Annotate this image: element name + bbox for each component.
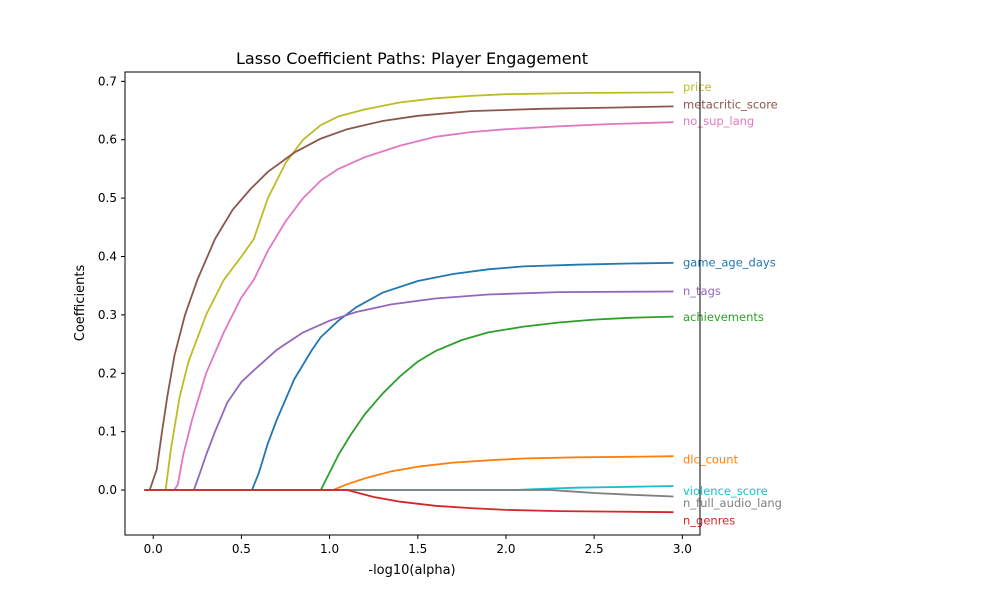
plot-frame: [124, 71, 701, 536]
series-line-no-sup-lang: [144, 121, 674, 491]
series-label-n-full-audio-lang: n_full_audio_lang: [683, 496, 782, 510]
series-line-n-full-audio-lang: [144, 489, 674, 498]
x-tick-label: 1.0: [320, 542, 339, 556]
series-line-n-tags: [144, 290, 674, 491]
series-line-n-genres: [144, 489, 674, 514]
y-tick-label: 0.1: [98, 425, 117, 439]
series-line-game-age-days: [144, 262, 674, 491]
y-tick-label: 0.6: [98, 133, 117, 147]
x-axis-label: -log10(alpha): [368, 563, 455, 578]
y-tick-label: 0.7: [98, 74, 117, 88]
series-label-price: price: [683, 80, 712, 94]
y-tick-label: 0.0: [98, 483, 117, 497]
x-tick-label: 0.0: [144, 542, 163, 556]
series-line-achievements: [144, 315, 674, 491]
x-tick-label: 1.5: [408, 542, 427, 556]
x-tick-label: 0.5: [232, 542, 251, 556]
series-label-game-age-days: game_age_days: [683, 255, 776, 269]
series-line-metacritic-score: [144, 105, 674, 491]
series-label-achievements: achievements: [683, 310, 764, 324]
y-axis-label: Coefficients: [73, 265, 88, 342]
series-lines: [144, 91, 674, 514]
y-tick-label: 0.2: [98, 366, 117, 380]
y-tick-label: 0.3: [98, 308, 117, 322]
series-line-price: [144, 91, 674, 491]
x-tick-label: 2.0: [496, 542, 515, 556]
series-line-dlc-count: [144, 455, 674, 491]
series-label-no-sup-lang: no_sup_lang: [683, 114, 754, 128]
y-tick-label: 0.5: [98, 191, 117, 205]
x-tick-label: 2.5: [585, 542, 604, 556]
series-label-metacritic-score: metacritic_score: [683, 98, 778, 112]
series-labels: price metacritic_score no_sup_lang game_age…: [683, 80, 782, 527]
chart-title: Lasso Coefficient Paths: Player Engageme…: [236, 49, 588, 68]
series-label-violence-score: violence_score: [683, 484, 768, 498]
y-axis-ticks: 0.0 0.1 0.2 0.3 0.4 0.5 0.6 0.7: [98, 74, 125, 497]
y-tick-label: 0.4: [98, 249, 117, 263]
x-axis-ticks: 0.0 0.5 1.0 1.5 2.0 2.5 3.0: [144, 535, 692, 556]
x-tick-label: 3.0: [673, 542, 692, 556]
series-label-n-genres: n_genres: [683, 513, 735, 527]
series-label-n-tags: n_tags: [683, 284, 721, 298]
series-label-dlc-count: dlc_count: [683, 453, 739, 467]
